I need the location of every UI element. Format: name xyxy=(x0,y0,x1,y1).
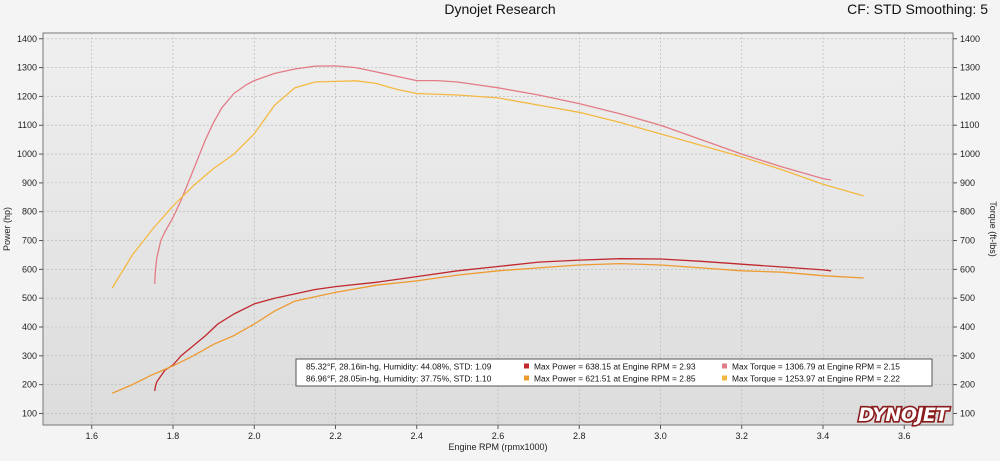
y-tick-label: 400 xyxy=(22,322,37,332)
series-line-run2-torque xyxy=(111,80,864,289)
series-line-run1-power xyxy=(154,258,832,392)
x-tick-label: 3.4 xyxy=(817,431,830,441)
chart-title: Dynojet Research xyxy=(444,1,556,17)
x-tick-label: 2.4 xyxy=(410,431,423,441)
y-tick-label: 700 xyxy=(22,236,37,246)
y2-tick-label: 700 xyxy=(960,236,975,246)
legend-run2-max-power: Max Power = 621.51 at Engine RPM = 2.85 xyxy=(534,374,696,384)
y2-tick-label: 200 xyxy=(960,380,975,390)
y-tick-label: 1000 xyxy=(17,149,37,159)
correction-factor-label: CF: STD Smoothing: 5 xyxy=(847,1,988,17)
y-tick-label: 600 xyxy=(22,264,37,274)
x-tick-label: 1.8 xyxy=(167,431,180,441)
legend-run2-max-torque: Max Torque = 1253.97 at Engine RPM = 2.2… xyxy=(732,374,900,384)
legend-run1-max-torque: Max Torque = 1306.79 at Engine RPM = 2.1… xyxy=(732,362,900,372)
y2-tick-label: 600 xyxy=(960,264,975,274)
y-tick-label: 1300 xyxy=(17,63,37,73)
y2-tick-label: 1000 xyxy=(960,149,980,159)
y2-tick-label: 300 xyxy=(960,351,975,361)
y2-axis-title: Torque (ft-lbs) xyxy=(988,201,998,257)
legend-swatch-run1-power xyxy=(524,363,529,369)
y-tick-label: 1400 xyxy=(17,34,37,44)
y2-tick-label: 1100 xyxy=(960,120,979,130)
legend-run1-conditions: 85.32°F, 28.16in-hg, Humidity: 44.08%, S… xyxy=(306,362,492,372)
legend: 85.32°F, 28.16in-hg, Humidity: 44.08%, S… xyxy=(295,358,933,387)
y-tick-label: 1200 xyxy=(17,91,37,101)
dynojet-logo: DYNOJET xyxy=(857,402,953,427)
left-axis-ticks: 100 200 300 400 500 600 700 800 900 1000 1100 1200 1… xyxy=(17,34,43,418)
legend-swatch-run1-torque xyxy=(722,363,727,369)
y2-tick-label: 1200 xyxy=(960,91,980,101)
legend-run1-max-power: Max Power = 638.15 at Engine RPM = 2.93 xyxy=(534,362,696,372)
x-tick-label: 3.2 xyxy=(735,431,748,441)
y2-tick-label: 100 xyxy=(960,408,975,418)
x-tick-label: 2.0 xyxy=(248,431,261,441)
x-tick-label: 1.6 xyxy=(85,431,98,441)
y2-tick-label: 800 xyxy=(960,207,975,217)
x-tick-label: 2.2 xyxy=(329,431,342,441)
y2-tick-label: 900 xyxy=(960,178,975,188)
y-tick-label: 800 xyxy=(22,207,37,217)
y2-tick-label: 1400 xyxy=(960,34,980,44)
x-tick-label: 2.8 xyxy=(573,431,586,441)
y2-tick-label: 500 xyxy=(960,293,975,303)
y2-tick-label: 1300 xyxy=(960,63,980,73)
y-axis-title: Power (hp) xyxy=(2,207,12,251)
legend-swatch-run2-torque xyxy=(722,375,727,381)
x-axis-ticks: 1.6 1.8 2.0 2.2 2.4 2.6 2.8 3.0 3.2 3.4 3.6 xyxy=(85,425,911,441)
x-tick-label: 3.0 xyxy=(654,431,667,441)
series-line-run1-torque xyxy=(154,65,832,284)
y2-tick-label: 400 xyxy=(960,322,975,332)
y-tick-label: 300 xyxy=(22,351,37,361)
y-tick-label: 100 xyxy=(22,408,37,418)
y-tick-label: 500 xyxy=(22,293,37,303)
legend-run2-conditions: 86.96°F, 28.05in-hg, Humidity: 37.75%, S… xyxy=(306,374,492,384)
x-tick-label: 2.6 xyxy=(492,431,505,441)
y-tick-label: 200 xyxy=(22,380,37,390)
x-tick-label: 3.6 xyxy=(898,431,911,441)
right-axis-ticks: 100 200 300 400 500 600 700 800 900 1000 1100 1200 1… xyxy=(953,34,980,418)
y-tick-label: 900 xyxy=(22,178,37,188)
dynojet-logo-text: DYNOJET xyxy=(858,404,950,426)
series-line-run2-power xyxy=(111,262,864,394)
y-tick-label: 1100 xyxy=(18,120,37,130)
series-lines xyxy=(111,65,864,394)
x-axis-title: Engine RPM (rpmx1000) xyxy=(448,442,547,452)
legend-swatch-run2-power xyxy=(524,375,529,381)
